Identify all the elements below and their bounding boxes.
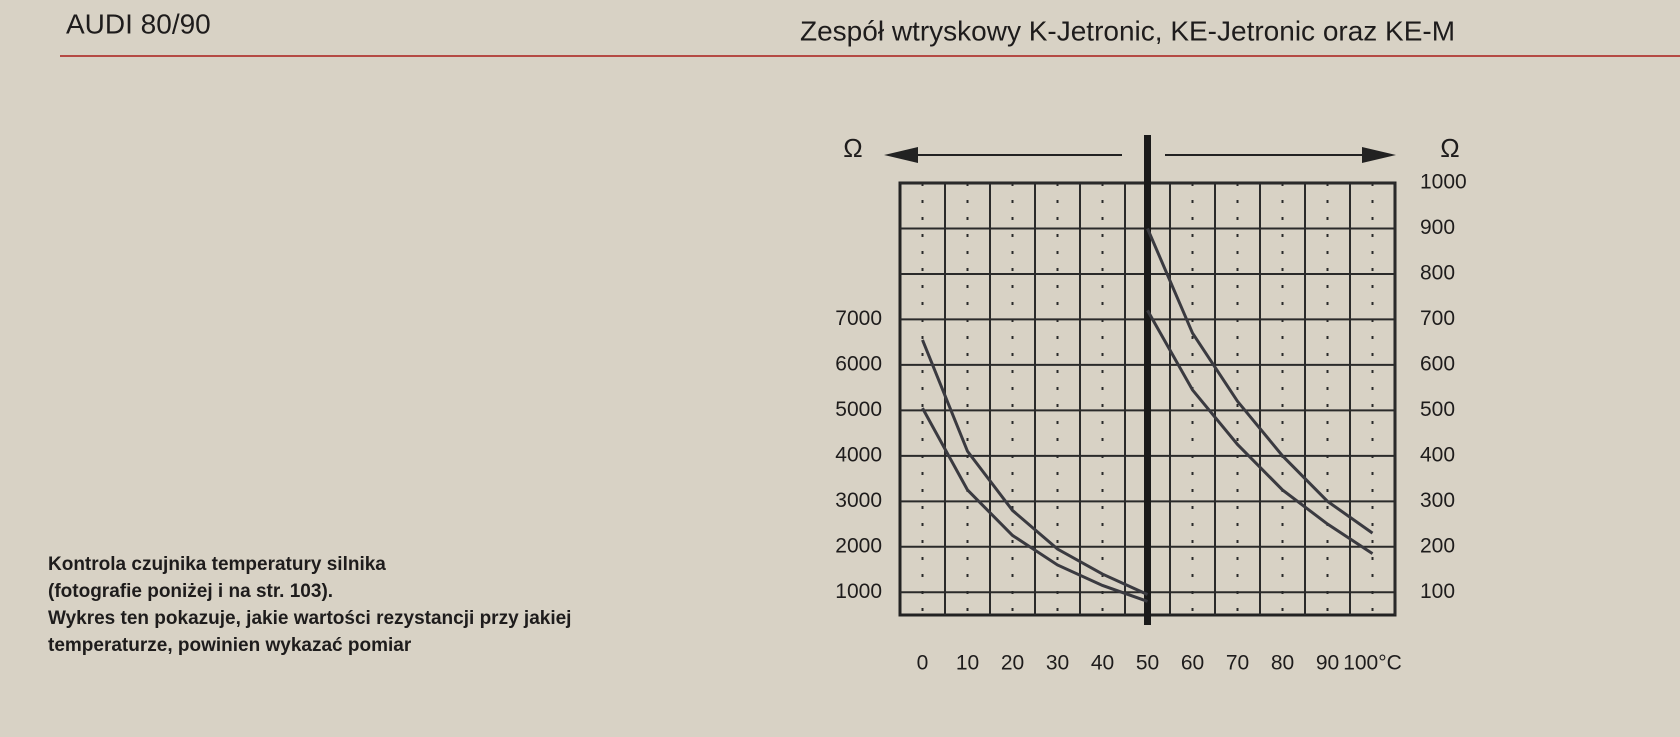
x-tick-label: 10 [956, 652, 979, 675]
y2-tick-label: 700 [1420, 307, 1455, 330]
y2-tick-label: 200 [1420, 534, 1455, 557]
x-tick-label: 20 [1001, 652, 1024, 675]
y2-tick-label: 800 [1420, 261, 1455, 284]
y-tick-label: 4000 [835, 443, 882, 466]
curve [1146, 227, 1374, 535]
caption-line: Wykres ten pokazuje, jakie wartości rezy… [48, 608, 571, 629]
arrows [884, 147, 1396, 163]
y2-tick-label: 900 [1420, 216, 1455, 239]
y-tick-label: 5000 [835, 398, 882, 421]
y-tick-label: 1000 [835, 580, 882, 603]
header-left: AUDI 80/90 [66, 8, 211, 39]
y2-tick-label: 300 [1420, 489, 1455, 512]
y2-tick-label: 400 [1420, 443, 1455, 466]
x-tick-label: 70 [1226, 652, 1249, 675]
curve [921, 339, 1149, 596]
x-tick-label: 50 [1136, 652, 1159, 675]
y-tick-label: 2000 [835, 534, 882, 557]
y-axis-label: Ω [843, 133, 862, 163]
y-tick-label: 3000 [835, 489, 882, 512]
curve [1146, 309, 1374, 555]
x-tick-label: 30 [1046, 652, 1069, 675]
y2-tick-label: 100 [1420, 580, 1455, 603]
header-right: Zespół wtryskowy K-Jetronic, KE-Jetronic… [800, 15, 1455, 46]
y2-tick-label: 500 [1420, 398, 1455, 421]
x-tick-label: 60 [1181, 652, 1204, 675]
x-tick-label: 80 [1271, 652, 1294, 675]
caption-line: (fotografie poniżej i na str. 103). [48, 581, 333, 602]
plot: 0 10 20 30 40 50 60 70 80 90 100°C 1000 2000 3000 4000… [835, 135, 1467, 675]
caption-line: temperaturze, powinien wykazać pomiar [48, 635, 412, 656]
caption-line: Kontrola czujnika temperatury silnika [48, 554, 386, 575]
x-tick-label: 90 [1316, 652, 1339, 675]
x-tick-label: 0 [917, 652, 929, 675]
y2-axis-label: Ω [1440, 133, 1459, 163]
y2-tick-label: 600 [1420, 352, 1455, 375]
y-tick-label: 6000 [835, 352, 882, 375]
y2-tick-label: 1000 [1420, 171, 1467, 194]
y-tick-label: 7000 [835, 307, 882, 330]
curve [921, 407, 1149, 603]
x-tick-label: 100°C [1343, 652, 1402, 675]
x-tick-label: 40 [1091, 652, 1114, 675]
